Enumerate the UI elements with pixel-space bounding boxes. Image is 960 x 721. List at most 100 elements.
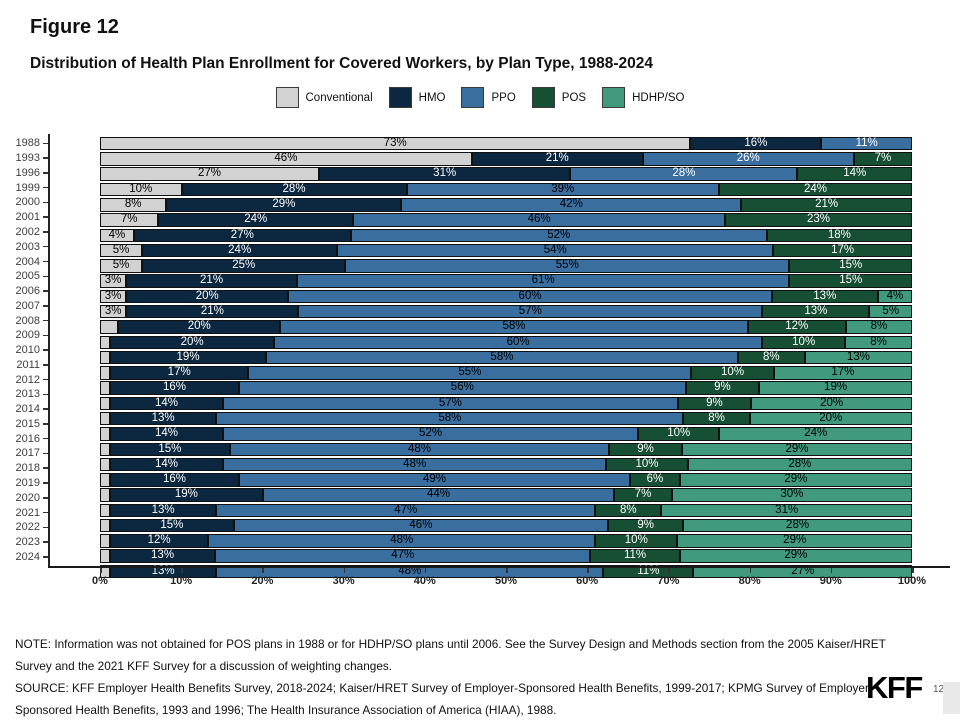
bar-segment-conventional — [100, 534, 111, 548]
y-axis-tick — [43, 431, 48, 446]
bar-row-1999: 10% 28% 39% 24% — [100, 182, 912, 197]
bar-segment-pos: 9% — [677, 396, 752, 411]
bar-segment-hmo: 25% — [142, 259, 346, 273]
bar-segment-conventional — [100, 396, 110, 411]
y-axis-tick — [43, 284, 48, 299]
bar-row-2005: 3% 21% 61% 15% — [100, 274, 912, 289]
bar-segment-conventional — [100, 473, 110, 487]
y-axis-ticks — [43, 136, 48, 564]
bar-segment-conventional — [100, 549, 110, 563]
bar-segment-pos: 11% — [603, 564, 694, 579]
x-axis-tick-label: 10% — [170, 575, 193, 587]
bar-segment-conventional: 3% — [100, 304, 127, 319]
bar-segment-hmo: 13% — [110, 503, 217, 518]
bar-segment-pos: 17% — [773, 243, 912, 258]
y-axis-tick — [43, 357, 48, 372]
bar-segment-pos: 9% — [608, 518, 684, 533]
bar-segment-ppo: 39% — [406, 182, 719, 197]
figure-number: Figure 12 — [30, 16, 119, 38]
x-axis-tick-label: 80% — [738, 575, 761, 587]
bar-segment-pos: 18% — [766, 228, 912, 243]
page-number: 12 — [933, 684, 945, 695]
bar-row-2004: 5% 25% 55% 15% — [100, 258, 912, 273]
bar-row-2022: 12% 48% 10% 29% — [100, 533, 912, 548]
bar-segment-hmo: 19% — [109, 488, 263, 502]
x-axis-tick-label: 40% — [413, 575, 436, 587]
bar-segment-ppo: 47% — [216, 503, 596, 518]
bar-segment-hdhp-so: 29% — [681, 442, 912, 457]
bar-segment-ppo: 46% — [353, 213, 726, 227]
bar-segment-ppo: 61% — [296, 274, 790, 288]
bar-segment-ppo: 26% — [642, 152, 854, 166]
legend-label: HDHP/SO — [632, 91, 685, 104]
bar-segment-hmo: 28% — [181, 182, 407, 197]
y-axis-label: 2002 — [15, 225, 40, 238]
y-axis-label: 2019 — [15, 476, 40, 489]
y-axis-tick — [43, 446, 48, 461]
x-axis-tick — [912, 568, 914, 573]
bar-segment-ppo: 28% — [570, 167, 798, 181]
y-axis-tick — [43, 461, 48, 476]
bar-segment-pos: 6% — [630, 473, 680, 487]
y-axis-tick — [43, 254, 48, 269]
y-axis-tick — [43, 402, 48, 417]
y-axis-label: 2004 — [15, 255, 40, 268]
bar-row-2007: 3% 21% 57% 13% 5% — [100, 304, 912, 319]
bar-segment-hmo: 14% — [109, 396, 224, 411]
bar-segment-hdhp-so: 20% — [751, 396, 912, 411]
x-axis-tick — [181, 568, 183, 573]
bar-segment-conventional — [100, 320, 119, 334]
bar-segment-pos: 10% — [595, 534, 678, 548]
bar-segment-conventional: 8% — [100, 198, 167, 212]
bar-segment-ppo: 47% — [215, 549, 591, 563]
bar-segment-ppo: 49% — [238, 473, 631, 487]
y-axis-label: 2016 — [15, 432, 40, 445]
bar-segment-conventional — [100, 427, 110, 441]
bar-segment-ppo: 52% — [223, 427, 639, 441]
page-title: Distribution of Health Plan Enrollment f… — [30, 55, 654, 72]
bar-row-2003: 5% 24% 54% 17% — [100, 243, 912, 258]
y-axis-line — [48, 134, 50, 567]
bar-row-2018: 16% 49% 6% 29% — [100, 472, 912, 487]
bar-segment-ppo: 55% — [248, 366, 692, 380]
bar-row-2002: 4% 27% 52% 18% — [100, 228, 912, 243]
legend-item-hmo: HMO — [388, 87, 445, 108]
bar-row-2019: 19% 44% 7% 30% — [100, 487, 912, 502]
bar-segment-ppo: 57% — [223, 396, 678, 411]
bar-segment-pos: 7% — [853, 152, 913, 166]
bar-segment-pos: 9% — [685, 381, 760, 395]
bar-segment-conventional: 7% — [100, 213, 159, 227]
y-axis-label: 2005 — [15, 270, 40, 283]
x-axis-tick-label: 60% — [576, 575, 599, 587]
x-axis-tick-label: 100% — [897, 575, 927, 587]
bar-segment-hdhp-so: 4% — [877, 289, 913, 304]
bar-row-2014: 13% 58% 8% 20% — [100, 411, 912, 426]
x-axis-tick — [749, 568, 752, 573]
x-axis-tick-label: 70% — [657, 575, 680, 587]
y-axis-tick — [43, 210, 48, 225]
legend-swatch-conventional — [275, 87, 299, 108]
bar-segment-hmo: 12% — [110, 534, 209, 548]
bar-segment-hmo: 14% — [109, 457, 224, 472]
x-axis-tick — [587, 568, 589, 573]
bar-segment-ppo: 48% — [208, 534, 596, 548]
bar-segment-conventional — [100, 411, 111, 426]
bar-segment-ppo: 48% — [223, 457, 607, 472]
bar-segment-hdhp-so: 8% — [845, 320, 912, 334]
y-axis-tick — [43, 269, 48, 284]
bar-segment-pos: 13% — [771, 289, 878, 304]
bar-segment-hdhp-so: 30% — [671, 488, 912, 502]
legend-swatch-hdhp-so — [602, 87, 626, 108]
y-axis-label: 2009 — [15, 329, 40, 342]
bar-segment-hmo: 20% — [126, 289, 289, 304]
bar-segment-conventional: 27% — [100, 167, 320, 181]
bar-segment-conventional: 4% — [100, 228, 134, 243]
legend-item-hdhp-so: HDHP/SO — [602, 87, 684, 108]
bar-row-2010: 19% 58% 8% 13% — [100, 350, 912, 365]
bar-segment-pos: 15% — [789, 274, 912, 288]
y-axis-label: 1988 — [15, 137, 40, 150]
legend-label: Conventional — [305, 91, 373, 104]
bar-segment-conventional: 5% — [100, 259, 143, 273]
bar-segment-ppo: 52% — [350, 228, 767, 243]
bar-segment-pos: 12% — [747, 320, 846, 334]
